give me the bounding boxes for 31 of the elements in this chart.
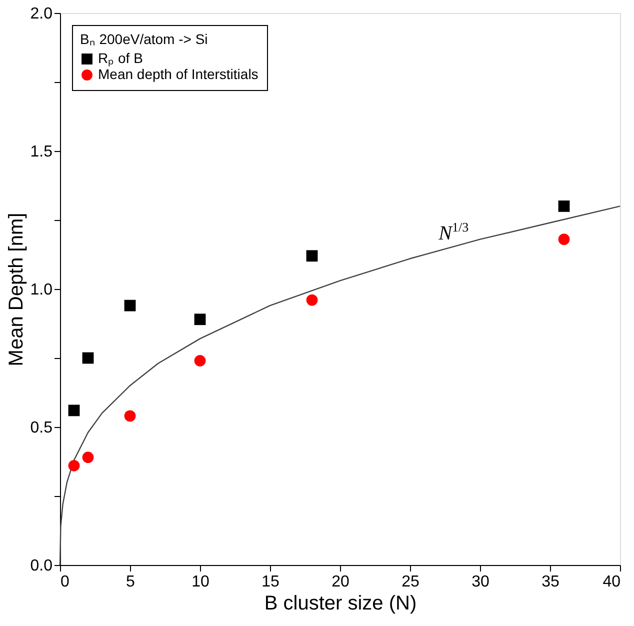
point	[306, 250, 318, 262]
point	[82, 452, 94, 464]
x-tick-label: 5	[126, 574, 136, 590]
point	[124, 410, 136, 422]
point	[558, 200, 570, 212]
x-tick-label: 40	[602, 574, 621, 590]
y-tick-label: 2.0	[30, 6, 53, 22]
point	[68, 404, 80, 416]
point	[124, 300, 136, 312]
x-axis-title: B cluster size (N)	[264, 592, 417, 614]
point	[306, 294, 318, 306]
y-tick-label: 1.0	[30, 282, 53, 298]
legend-label: Mean depth of Interstitials	[98, 66, 258, 82]
x-tick-label: 10	[192, 574, 210, 590]
x-tick-label: 0	[60, 574, 70, 590]
point	[194, 355, 206, 366]
x-tick-label: 20	[332, 574, 350, 590]
x-tick-label: 30	[472, 574, 490, 590]
y-axis-title: Mean Depth [nm]	[5, 212, 28, 366]
x-tick-label: 15	[262, 574, 280, 590]
y-tick-label: 1.5	[30, 144, 53, 160]
point	[558, 234, 570, 246]
legend-title: Bₙ 200eV/atom -> Si	[80, 31, 208, 47]
point	[68, 460, 80, 472]
y-tick-label: 0.0	[30, 558, 53, 574]
legend-label: Rₚ of B	[98, 50, 143, 67]
x-tick-label: 35	[542, 574, 560, 590]
point	[194, 314, 206, 326]
point	[82, 352, 94, 364]
x-tick-label: 25	[402, 574, 420, 590]
y-tick-label: 0.5	[30, 420, 53, 436]
